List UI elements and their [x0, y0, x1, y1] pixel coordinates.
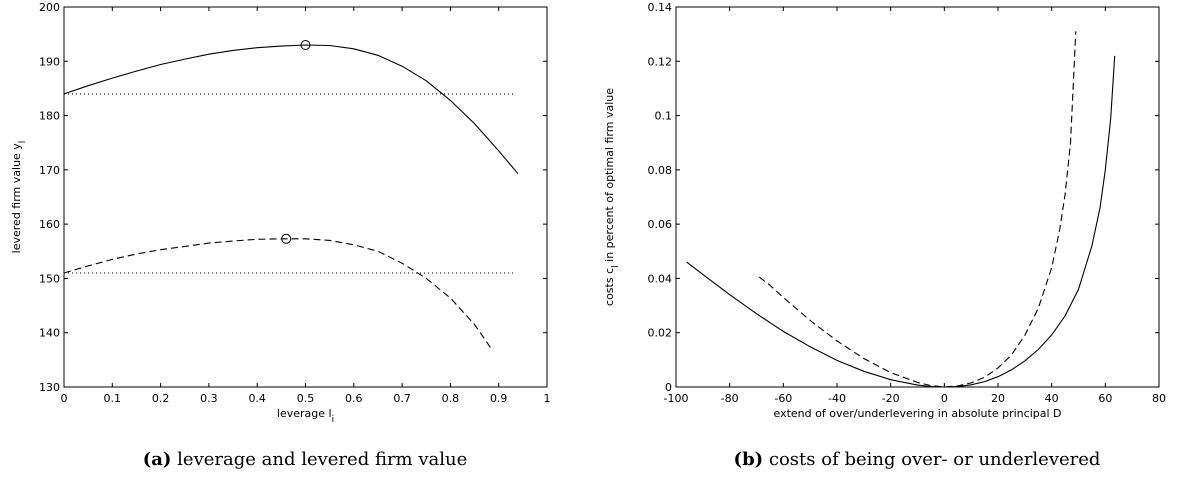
y-tick-label: 190 [39, 55, 60, 68]
figure-caption: (b) costs of being over- or underlevered [734, 449, 1101, 470]
y-tick-label: 0.1 [655, 110, 673, 123]
x-tick-label: -40 [828, 392, 846, 405]
x-axis-label: extend of over/underlevering in absolute… [774, 407, 1062, 420]
x-tick-label: 0.8 [442, 392, 460, 405]
chart-panel-a: 0 0.1 0.2 0.3 0.4 0.5 0.6 0.7 0.8 0.9 1 130 140 150 16… [10, 1, 551, 470]
x-tick-label: 0 [941, 392, 948, 405]
chart-panel-b: -100 -80 -60 -40 -20 0 20 40 60 80 0 0.02 0.04 0.06 0.… [603, 1, 1166, 470]
x-tick-label: 0.2 [152, 392, 170, 405]
optimum-marker [300, 40, 311, 50]
x-tick-label: 40 [1045, 392, 1059, 405]
y-tick-label: 0 [665, 381, 672, 394]
x-tick-label: 0 [61, 392, 68, 405]
x-tick-label: 0.5 [297, 392, 315, 405]
x-tick-label: 0.6 [345, 392, 363, 405]
x-axis-label: leverage li [277, 407, 334, 425]
y-tick-label: 150 [39, 272, 60, 285]
y-tick-label: 130 [39, 381, 60, 394]
y-axis-label: costs cl in percent of optimal firm valu… [603, 88, 621, 306]
series-line-dashed [758, 31, 1077, 388]
figure-caption: (a) leverage and levered firm value [143, 449, 468, 470]
plot-area-frame [63, 6, 548, 388]
y-tick-label: 180 [39, 110, 60, 123]
y-tick-label: 140 [39, 327, 60, 340]
plot-area-frame [675, 6, 1160, 388]
series-line-solid [686, 55, 1116, 388]
optimum-marker [281, 233, 292, 244]
y-tick-label: 0.02 [648, 327, 673, 340]
x-tick-label: 0.4 [248, 392, 266, 405]
x-tick-label: 0.1 [104, 392, 122, 405]
x-tick-label: -60 [774, 392, 792, 405]
x-tick-label: 1 [544, 392, 551, 405]
x-tick-label: 0.7 [393, 392, 411, 405]
y-axis-label: levered firm value yl [10, 141, 28, 254]
y-tick-label: 0.06 [648, 218, 673, 231]
x-tick-label: -20 [882, 392, 900, 405]
x-tick-label: 60 [1098, 392, 1112, 405]
series-line-solid [63, 44, 519, 175]
x-tick-label: 0.9 [490, 392, 508, 405]
y-tick-label: 0.14 [648, 1, 673, 14]
x-tick-label: -100 [664, 392, 689, 405]
y-tick-label: 200 [39, 1, 60, 14]
x-tick-label: -80 [721, 392, 739, 405]
y-tick-label: 160 [39, 218, 60, 231]
y-tick-label: 170 [39, 164, 60, 177]
x-tick-label: 20 [991, 392, 1005, 405]
y-tick-label: 0.08 [648, 164, 673, 177]
y-tick-label: 0.12 [648, 55, 673, 68]
y-tick-label: 0.04 [648, 272, 673, 285]
x-tick-label: 0.3 [200, 392, 218, 405]
series-line-dashed [63, 238, 492, 350]
x-tick-label: 80 [1152, 392, 1166, 405]
